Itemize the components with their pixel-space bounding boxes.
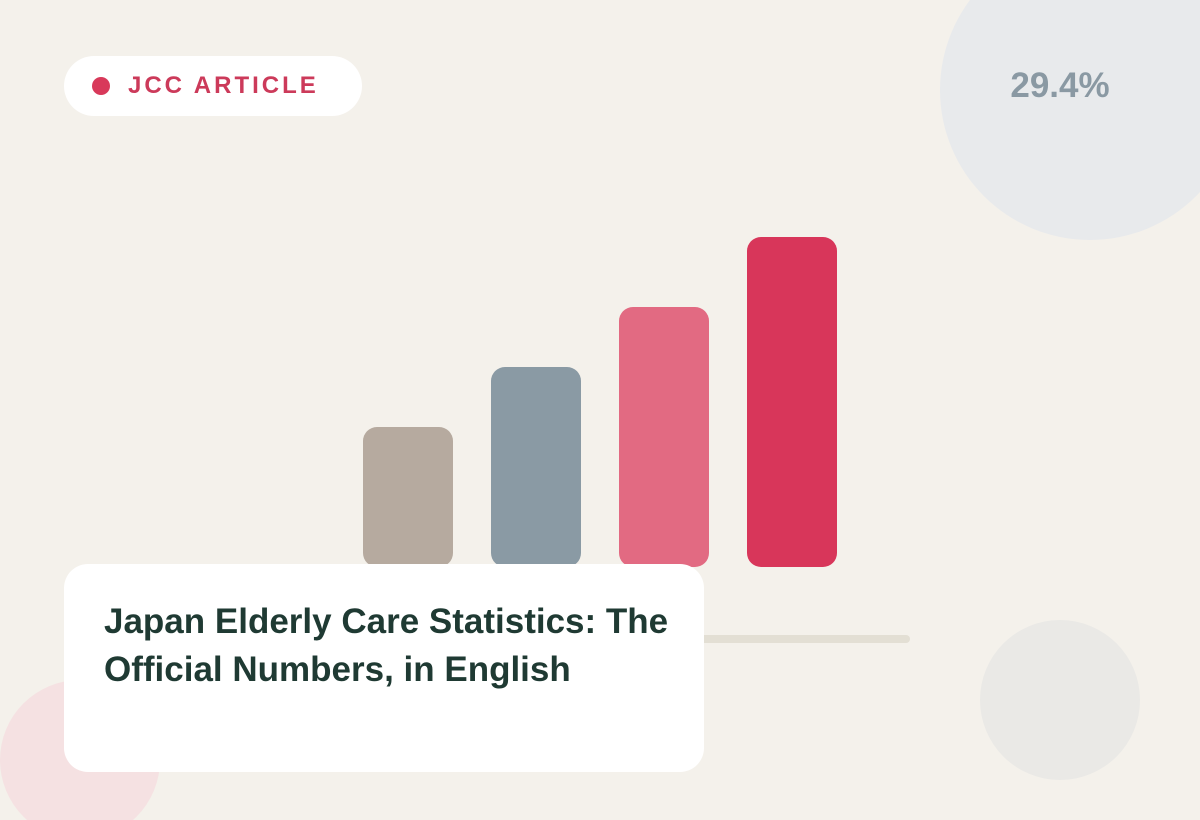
article-title: Japan Elderly Care Statistics: The Offic… [104,602,669,689]
badge-label: JCC ARTICLE [128,72,319,99]
title-card: Japan Elderly Care Statistics: The Offic… [64,564,704,772]
badge-dot [92,77,110,95]
decor-bar [491,367,581,567]
decor-bar [619,307,709,567]
decor-bar [363,427,453,567]
decor-circle [940,0,1200,240]
decor-circle [980,620,1140,780]
decor-bar [747,237,837,567]
stat: 29.4% [1010,66,1110,105]
badge: JCC ARTICLE [64,56,362,116]
